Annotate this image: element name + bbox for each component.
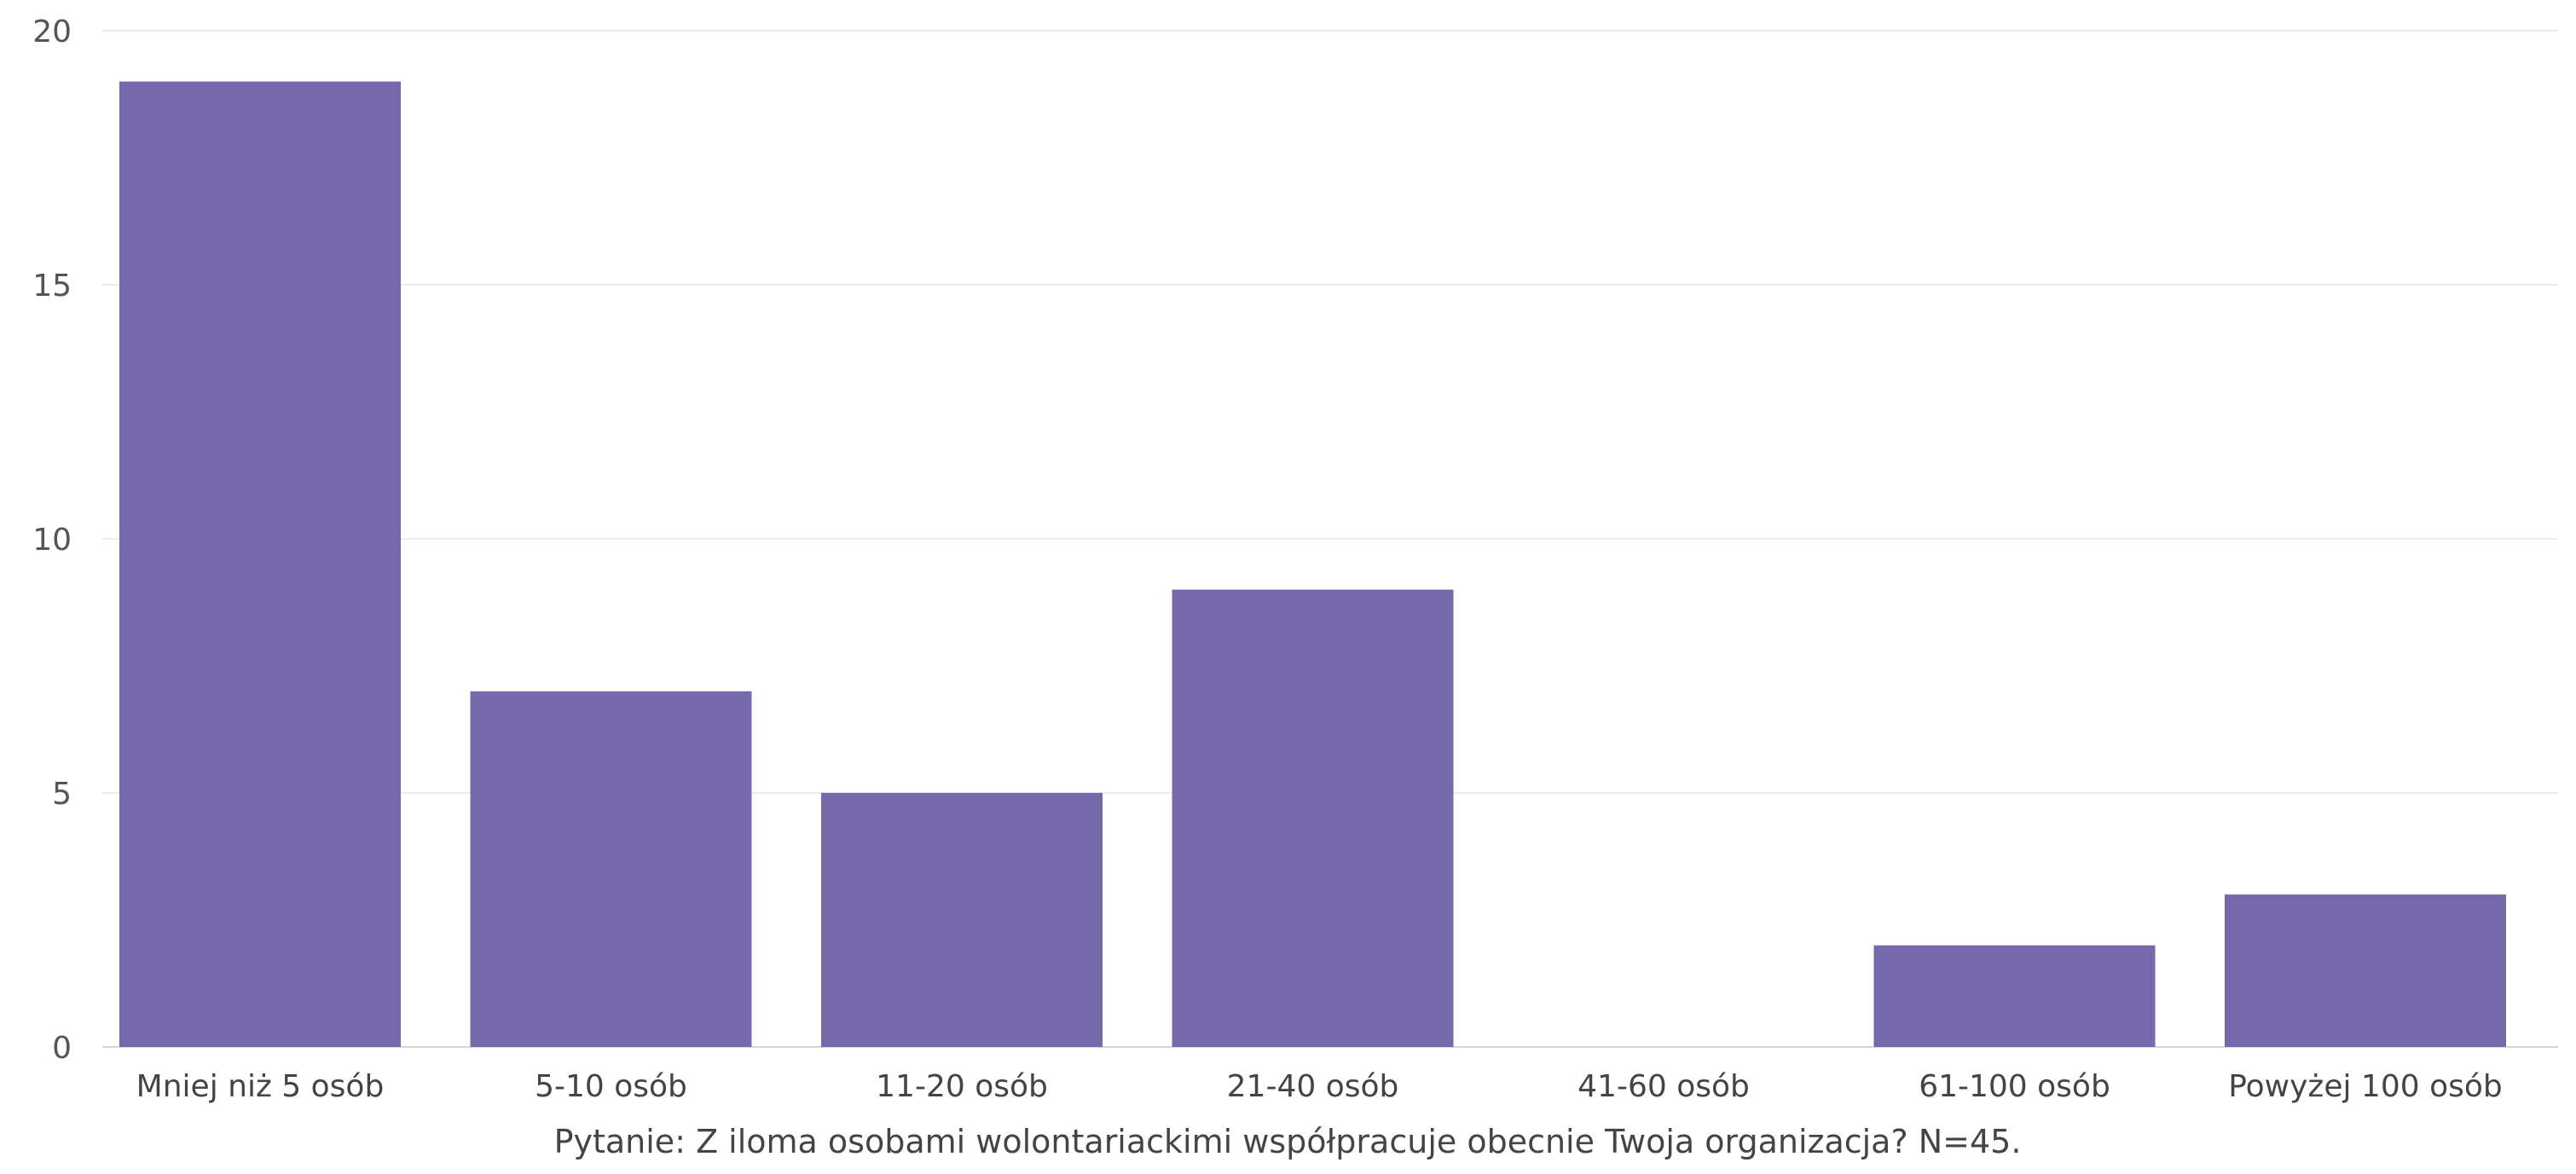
x-tick-label: 11-20 osób (876, 1069, 1048, 1104)
bar (2225, 894, 2506, 1047)
y-tick-label: 0 (52, 1031, 72, 1066)
bar (821, 793, 1103, 1047)
x-tick-label: 21-40 osób (1227, 1069, 1399, 1104)
x-tick-label: Powyżej 100 osób (2228, 1069, 2503, 1104)
bar (1873, 945, 2156, 1047)
y-tick-label: 20 (32, 14, 72, 49)
y-axis-ticks: 0 5 10 15 20 (32, 14, 72, 1066)
x-tick-label: 41-60 osób (1577, 1069, 1750, 1104)
y-tick-label: 15 (32, 269, 72, 304)
y-tick-label: 5 (52, 777, 72, 812)
bar (1172, 589, 1454, 1047)
x-tick-label: 5-10 osób (535, 1069, 687, 1104)
chart-caption: Pytanie: Z iloma osobami wolontariackimi… (554, 1123, 2022, 1160)
x-tick-label: 61-100 osób (1919, 1069, 2110, 1104)
y-tick-label: 10 (32, 523, 72, 558)
x-axis-labels: Mniej niż 5 osób 5-10 osób 11-20 osób 21-40… (136, 1069, 2503, 1104)
bar (470, 691, 752, 1047)
x-tick-label: Mniej niż 5 osób (136, 1069, 385, 1104)
bar (119, 81, 401, 1048)
bars (119, 81, 2506, 1048)
